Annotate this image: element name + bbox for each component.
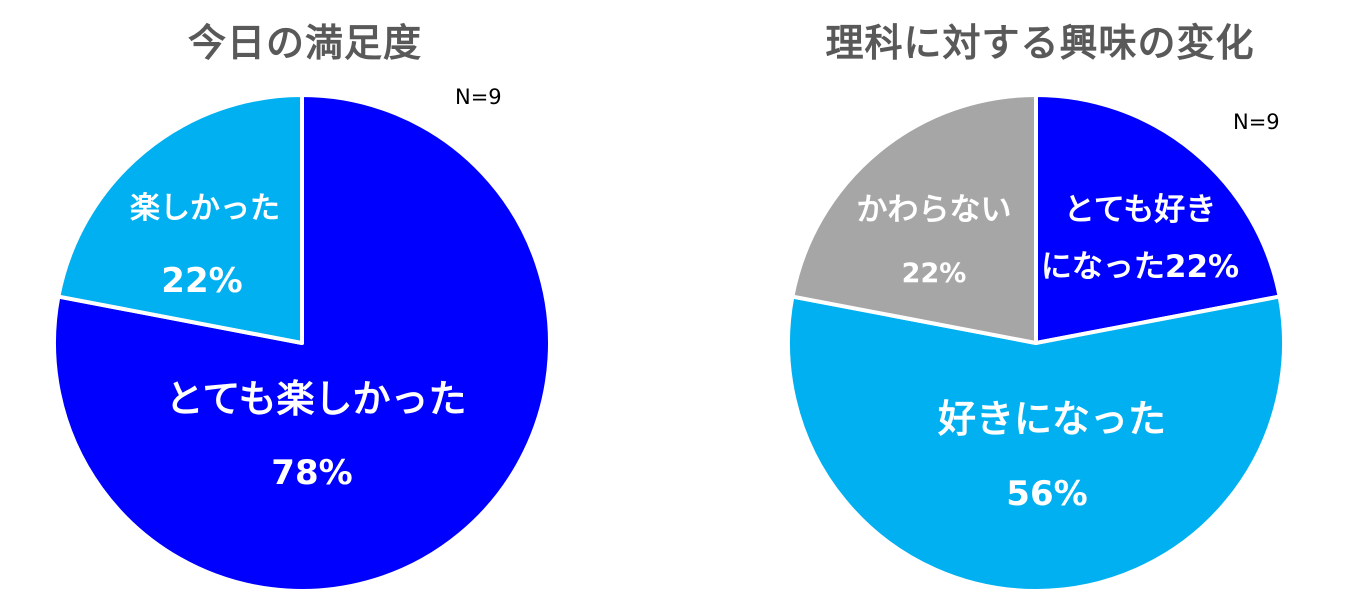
sample-size-label: N=9 (1233, 110, 1280, 134)
satisfaction-pie-chart: 今日の満足度 N=9 とても楽しかった 78% 楽しかった 22% (0, 0, 640, 605)
pie-slice (56, 93, 304, 345)
chart-title: 理科に対する興味の変化 (825, 21, 1255, 65)
slice-label: とても楽しかった (166, 377, 467, 421)
slice-label: 好きになった (937, 397, 1166, 441)
slice-percent-label: 22% (161, 261, 242, 301)
pie-slice (790, 93, 1038, 345)
pie-slice (786, 294, 1286, 593)
slice-percent-label: 78% (271, 453, 352, 493)
pie-slice (1034, 93, 1282, 345)
slice-label: 楽しかった (130, 191, 280, 226)
slice-label: とても好き (1064, 192, 1217, 228)
slice-percent-label: 56% (1006, 474, 1087, 514)
chart-title: 今日の満足度 (187, 21, 422, 65)
pie-svg: とても楽しかった 78% 楽しかった 22% (52, 93, 552, 593)
slice-label: かわらない (857, 192, 1012, 228)
slice-label: になった22% (1041, 249, 1239, 285)
science-interest-pie-chart: 理科に対する興味の変化 N=9 とても好きになった22% 好きになった 56% かわら… (680, 0, 1362, 605)
sample-size-label: N=9 (455, 85, 502, 109)
slice-percent-label: 22% (902, 258, 967, 289)
